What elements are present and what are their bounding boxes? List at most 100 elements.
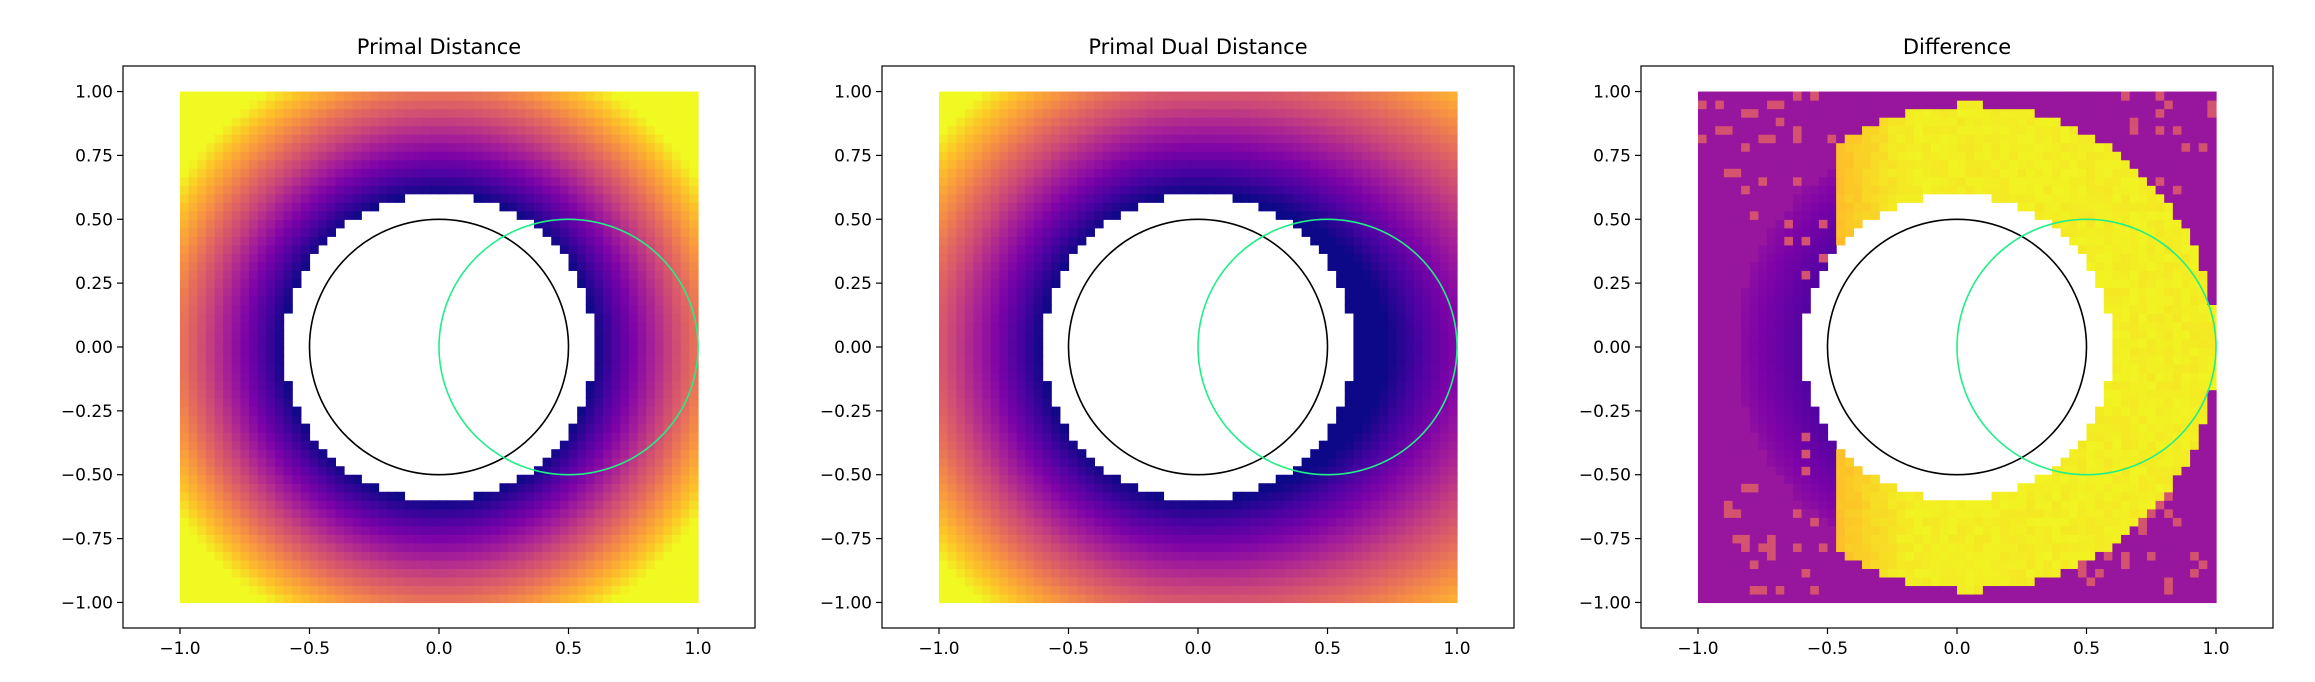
heatmap-cell xyxy=(577,142,587,152)
heatmap-cell xyxy=(266,389,276,399)
heatmap-cell xyxy=(654,440,665,450)
heatmap-cell xyxy=(1128,185,1139,195)
heatmap-cell xyxy=(1008,423,1018,433)
heatmap-cell xyxy=(1258,168,1268,178)
heatmap-cell xyxy=(982,534,992,544)
heatmap-cell xyxy=(1008,517,1018,527)
heatmap-cell xyxy=(999,329,1009,340)
heatmap-cell xyxy=(395,576,406,587)
heatmap-cell xyxy=(326,117,336,127)
heatmap-cell xyxy=(387,500,397,510)
heatmap-cell xyxy=(1025,253,1035,263)
heatmap-cell xyxy=(1327,423,1337,433)
heatmap-cell xyxy=(1128,151,1139,161)
heatmap-cell xyxy=(1387,125,1398,135)
heatmap-cell xyxy=(1318,517,1329,527)
heatmap-cell xyxy=(611,517,621,527)
heatmap-cell xyxy=(292,91,302,101)
heatmap-cell xyxy=(938,534,949,544)
heatmap-cell xyxy=(1387,321,1398,331)
heatmap-cell xyxy=(1353,202,1363,212)
heatmap-cell xyxy=(309,551,319,561)
heatmap-cell xyxy=(1379,415,1389,425)
heatmap-cell xyxy=(179,457,190,467)
heatmap-cell xyxy=(1362,508,1372,518)
heatmap-cell xyxy=(421,551,431,561)
heatmap-cell xyxy=(990,193,1001,203)
heatmap-cell xyxy=(603,466,613,476)
heatmap-cell xyxy=(1387,364,1398,374)
heatmap-cell xyxy=(387,542,397,552)
heatmap-cell xyxy=(1327,576,1337,587)
heatmap-cell xyxy=(516,91,526,101)
heatmap-cell xyxy=(1301,134,1311,144)
heatmap-cell xyxy=(982,321,992,331)
heatmap-cell xyxy=(231,321,242,331)
heatmap-cell xyxy=(1292,202,1303,212)
heatmap-cell xyxy=(637,500,647,510)
heatmap-cell xyxy=(525,142,535,152)
heatmap-cell xyxy=(223,117,233,127)
heatmap-cell xyxy=(266,168,276,178)
heatmap-cell xyxy=(1344,287,1355,297)
heatmap-cell xyxy=(1215,134,1225,144)
heatmap-cell xyxy=(672,491,682,501)
heatmap-cell xyxy=(646,542,656,552)
heatmap-cell xyxy=(603,202,613,212)
heatmap-cell xyxy=(525,474,535,484)
heatmap-cell xyxy=(1422,236,1432,246)
heatmap-cell xyxy=(499,108,509,118)
heatmap-cell xyxy=(1120,593,1130,604)
heatmap-cell xyxy=(1008,176,1018,186)
heatmap-cell xyxy=(231,176,242,186)
heatmap-cell xyxy=(274,483,285,493)
heatmap-cell xyxy=(1362,364,1372,374)
heatmap-cell xyxy=(240,466,250,476)
heatmap-cell xyxy=(982,517,992,527)
heatmap-cell xyxy=(982,483,992,493)
heatmap-cell xyxy=(197,312,207,323)
heatmap-cell xyxy=(611,329,621,340)
heatmap-cell xyxy=(1206,559,1216,569)
heatmap-cell xyxy=(318,508,328,518)
heatmap-cell xyxy=(603,270,613,280)
heatmap-cell xyxy=(1387,432,1398,442)
heatmap-cell xyxy=(663,491,673,501)
heatmap-cell xyxy=(326,134,336,144)
heatmap-cell xyxy=(1379,100,1389,110)
heatmap-cell xyxy=(1413,278,1424,288)
heatmap-cell xyxy=(1413,202,1424,212)
heatmap-cell xyxy=(689,423,699,433)
heatmap-cell xyxy=(611,227,621,237)
heatmap-cell xyxy=(352,100,362,110)
heatmap-cell xyxy=(274,244,285,254)
heatmap-cell xyxy=(585,304,596,314)
heatmap-cell xyxy=(1353,219,1363,229)
heatmap-cell xyxy=(1284,568,1294,578)
heatmap-cell xyxy=(1042,559,1052,569)
heatmap-cell xyxy=(352,491,362,501)
heatmap-cell xyxy=(1353,347,1363,357)
heatmap-cell xyxy=(1370,372,1380,382)
heatmap-cell xyxy=(947,295,957,306)
heatmap-cell xyxy=(533,525,544,535)
heatmap-cell xyxy=(292,525,302,535)
heatmap-cell xyxy=(283,108,293,118)
heatmap-cell xyxy=(1353,457,1363,467)
heatmap-cell xyxy=(646,329,656,340)
heatmap-cell xyxy=(680,372,690,382)
heatmap-cell xyxy=(1327,100,1337,110)
heatmap-cell xyxy=(1396,168,1406,178)
heatmap-cell xyxy=(1163,542,1173,552)
heatmap-cell xyxy=(274,500,285,510)
heatmap-cells xyxy=(938,91,1458,604)
heatmap-cell xyxy=(689,295,699,306)
heatmap-cell xyxy=(1370,295,1380,306)
heatmap-cell xyxy=(680,381,690,391)
heatmap-cell xyxy=(205,151,216,161)
heatmap-cell xyxy=(646,372,656,382)
heatmap-cell xyxy=(1154,108,1165,118)
heatmap-cell xyxy=(947,559,957,569)
heatmap-cell xyxy=(1232,551,1242,561)
heatmap-cell xyxy=(404,125,414,135)
